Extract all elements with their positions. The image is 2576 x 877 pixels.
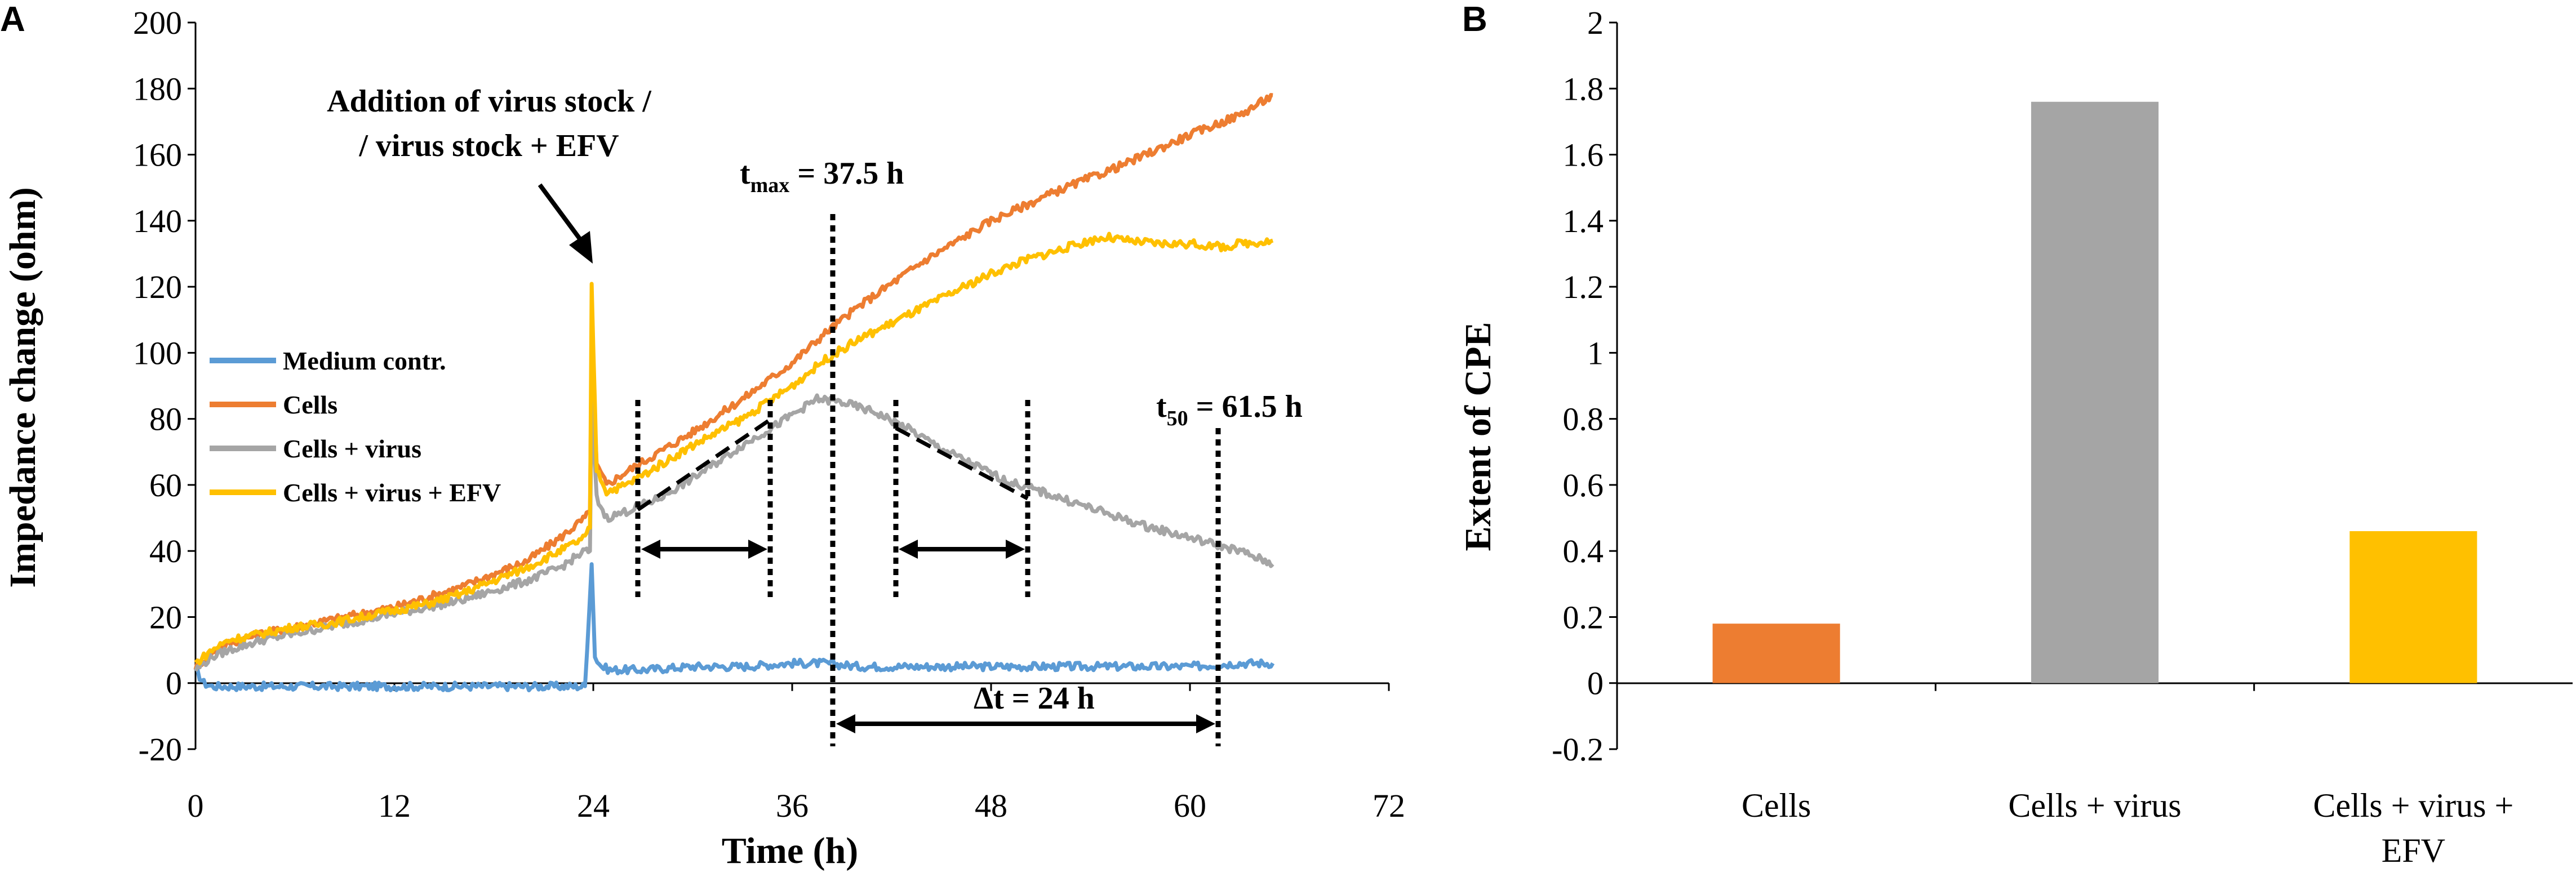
rise-arrow-head-left — [641, 540, 660, 559]
t50-t: t — [1156, 389, 1167, 424]
x-tick-label: 72 — [1373, 787, 1405, 824]
category-label: Cells — [1742, 787, 1811, 824]
panel-a-legend: Medium contr. Cells Cells + virus Cells + v… — [210, 346, 501, 507]
x-tick-label: 60 — [1174, 787, 1206, 824]
y-tick-label: 20 — [149, 599, 182, 635]
panel-b-categories: Cells Cells + virus Cells + virus + EFV — [1742, 787, 2513, 869]
panel-a-x-ticks: 0 12 24 36 48 60 72 — [188, 683, 1405, 824]
y-tick-label: 40 — [149, 533, 182, 569]
x-tick-label: 48 — [975, 787, 1007, 824]
y-tick-label: 1.6 — [1563, 137, 1604, 173]
legend-label: Cells + virus + EFV — [283, 478, 501, 507]
decline-slope-line — [895, 426, 1029, 501]
y-tick-label: 0.6 — [1563, 467, 1604, 504]
t50-label: t50 = 61.5 h — [1156, 389, 1303, 430]
panel-b-bars — [1712, 101, 2477, 691]
panel-a-y-axis-title: Impedance change (ohm) — [2, 187, 43, 587]
series-line-cells-virus-efv — [194, 232, 1274, 666]
panel-a-letter: A — [0, 0, 25, 39]
y-tick-label: 1.2 — [1563, 269, 1604, 305]
addition-pointer-arrow — [538, 183, 584, 243]
bar — [1712, 624, 1840, 683]
y-tick-label: 200 — [133, 5, 182, 41]
panel-b-letter: B — [1462, 0, 1487, 39]
tmax-t: t — [740, 156, 750, 191]
addition-label-line2: / virus stock + EFV — [358, 128, 619, 163]
category-label: EFV — [2382, 832, 2445, 869]
panel-a-y-ticks: -20 0 20 40 60 80 100 120 140 160 180 200 — [133, 5, 196, 768]
delta-t-label: Δt = 24 h — [974, 681, 1095, 716]
panel-a-slope-lines — [637, 418, 1029, 511]
y-tick-label: 160 — [133, 137, 182, 173]
y-tick-label: 1.4 — [1563, 203, 1604, 239]
addition-pointer-head — [569, 231, 593, 264]
y-tick-label: 60 — [149, 467, 182, 504]
rise-slope-line — [637, 418, 771, 511]
x-tick-label: 0 — [188, 787, 204, 824]
bar — [2031, 101, 2159, 683]
tmax-value: = 37.5 h — [789, 156, 904, 191]
t50-subscript: 50 — [1167, 407, 1188, 430]
bar — [2350, 531, 2477, 683]
tmax-subscript: max — [750, 173, 790, 197]
series-line-medium-contr — [194, 562, 1275, 693]
y-tick-label: 0.4 — [1563, 533, 1604, 569]
y-tick-label: 1.8 — [1563, 70, 1604, 107]
decline-arrow-head-right — [1006, 540, 1025, 559]
panel-a-construction-lines — [635, 214, 1221, 746]
panel-b: B -0.200.20.40.60.811.21.41.61.82 Cells C… — [1458, 0, 2573, 869]
series-line-cells — [193, 93, 1273, 670]
delta-t-arrow-head-left — [836, 714, 855, 733]
y-tick-label: 100 — [133, 335, 182, 371]
panel-b-y-axis-title: Extent of CPE — [1458, 322, 1499, 551]
panel-a-arrows — [538, 183, 1215, 733]
panel-b-y-ticks: -0.2 0 0.2 0.4 0.6 0.8 1 1.2 1.4 1.6 1.8 2 — [1552, 5, 1617, 768]
series-line-cells-virus — [193, 391, 1274, 672]
decline-arrow-head-left — [899, 540, 918, 559]
rise-arrow-head-right — [748, 540, 767, 559]
y-tick-label: 0.2 — [1563, 599, 1604, 635]
y-tick-label: 140 — [133, 203, 182, 239]
legend-label: Cells + virus — [283, 434, 421, 463]
y-tick-label: 120 — [133, 269, 182, 305]
y-tick-label: 2 — [1587, 5, 1604, 41]
y-tick-label: -0.2 — [1552, 731, 1604, 768]
category-label: Cells + virus + — [2313, 787, 2513, 824]
y-tick-label: 0 — [1587, 665, 1604, 702]
panel-a-series — [193, 93, 1275, 693]
legend-label: Medium contr. — [283, 346, 446, 375]
addition-label-line1: Addition of virus stock / — [327, 84, 652, 119]
tmax-label: tmax = 37.5 h — [740, 156, 904, 197]
x-tick-label: 24 — [577, 787, 610, 824]
y-tick-label: 80 — [149, 401, 182, 438]
y-tick-label: 0 — [166, 665, 182, 702]
x-tick-label: 12 — [378, 787, 411, 824]
x-tick-label: 36 — [776, 787, 809, 824]
y-tick-label: 0.8 — [1563, 401, 1604, 438]
delta-t-arrow-head-right — [1196, 714, 1215, 733]
t50-value: = 61.5 h — [1188, 389, 1303, 424]
legend-label: Cells — [283, 390, 337, 419]
y-tick-label: 180 — [133, 70, 182, 107]
category-label: Cells + virus — [2008, 787, 2181, 824]
panel-a-x-axis-title: Time (h) — [722, 830, 859, 871]
y-tick-label: -20 — [139, 731, 182, 768]
y-tick-label: 1 — [1587, 335, 1604, 371]
